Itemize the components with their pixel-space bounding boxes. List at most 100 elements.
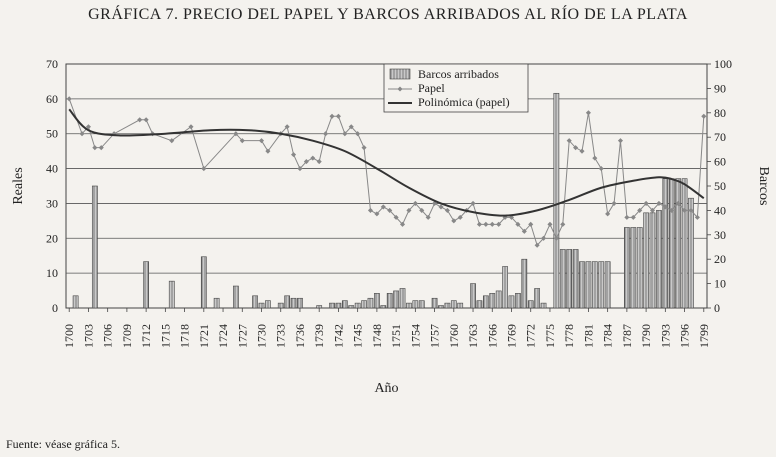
bar-barcos [457,302,464,309]
x-tick-label: 1724 [216,324,230,348]
point-papel [662,204,668,210]
bar-barcos [393,290,399,309]
point-papel [137,117,143,123]
bar-barcos [598,261,605,309]
x-tick-label: 1715 [158,324,172,348]
line-polinomica [68,108,705,217]
x-tick-label: 1733 [274,324,288,348]
bar-barcos [572,249,579,309]
x-tick-label: 1748 [370,324,384,348]
x-tick-label: 1718 [178,324,192,348]
y-right-tick-label: 40 [714,203,726,217]
y-right-axis-title: Barcos [756,167,771,206]
bar-barcos [252,295,258,309]
bar-barcos [438,305,444,309]
x-tick-label: 1739 [312,324,326,348]
point-papel [438,204,444,210]
bar-barcos [367,297,374,309]
line-papel [68,98,705,247]
point-papel [188,124,194,130]
bar-barcos [233,285,239,309]
bar-barcos [450,300,457,309]
bar-barcos [406,302,412,309]
point-papel [348,124,354,130]
y-left-tick-label: 10 [46,266,58,280]
point-papel [361,145,367,151]
legend-label: Papel [418,81,445,95]
bar-barcos [675,178,682,309]
point-papel [329,113,335,119]
point-papel [66,96,72,102]
point-papel [585,110,591,116]
point-papel [547,221,553,227]
bar-barcos [348,305,355,309]
point-papel [258,138,265,144]
bar-barcos [579,261,585,309]
point-papel [528,221,534,227]
point-papel [233,131,239,137]
point-papel [316,159,322,165]
x-tick-label: 1793 [658,324,672,348]
x-tick-label: 1781 [581,324,595,348]
x-tick-label: 1703 [81,324,95,348]
point-papel [310,155,316,161]
bar-barcos [688,197,694,309]
bar-barcos [418,300,425,309]
bar-barcos [143,261,149,309]
point-papel [598,166,604,172]
point-papel [669,207,675,213]
x-tick-label: 1709 [120,324,134,348]
point-papel [682,207,688,213]
x-tick-label: 1787 [620,324,634,348]
x-tick-label: 1778 [562,324,576,348]
y-left-tick-label: 0 [52,301,58,315]
bar-barcos [508,295,515,309]
point-papel [611,200,617,206]
point-papel [412,200,418,206]
bar-barcos [284,295,291,309]
y-right-tick-label: 80 [714,106,726,120]
y-left-tick-label: 70 [46,57,58,71]
point-papel [85,124,91,130]
y-right-tick-label: 10 [714,277,726,291]
bar-barcos [476,300,483,309]
bar-barcos [399,288,406,309]
point-papel [489,221,495,227]
bar-barcos [624,227,630,309]
y-right-tick-label: 90 [714,81,726,95]
source-note: Fuente: véase gráfica 5. [6,437,120,451]
bar-barcos [431,297,438,309]
y-right-tick-label: 0 [714,301,720,315]
point-papel [201,166,207,172]
point-papel [393,214,399,220]
bar-barcos [470,283,476,309]
x-tick-label: 1751 [389,324,403,348]
point-papel [483,221,489,227]
point-papel [92,145,98,151]
bar-barcos [277,302,284,309]
point-papel [605,211,611,217]
bar-barcos [559,249,566,309]
bar-barcos [585,261,592,309]
point-papel [649,207,656,213]
bar-barcos [354,302,361,309]
bar-barcos [482,295,489,309]
bar-barcos [527,300,534,309]
y-left-tick-label: 20 [46,231,58,245]
point-papel [143,117,149,123]
x-tick-label: 1745 [351,324,365,348]
bar-barcos [553,92,560,309]
point-papel [451,218,457,224]
point-papel [688,207,694,213]
bar-barcos [412,300,419,309]
bar-barcos [534,288,540,309]
bar-barcos [297,297,303,309]
point-papel [323,131,329,137]
bar-barcos [649,212,656,309]
x-tick-label: 1763 [466,324,480,348]
point-papel [457,214,463,220]
bar-barcos [200,256,207,309]
x-tick-label: 1799 [697,324,711,348]
bar-barcos [341,300,348,309]
x-axis-title: Año [374,381,398,396]
